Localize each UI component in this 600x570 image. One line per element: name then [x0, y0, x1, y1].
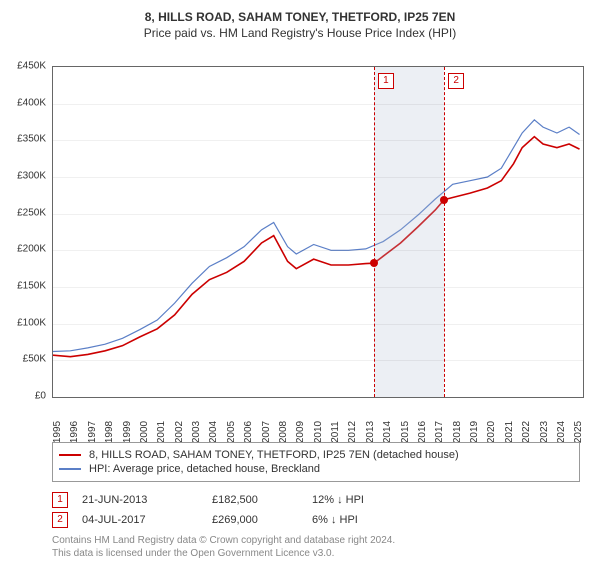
sale-marker-line — [444, 67, 445, 397]
legend-swatch — [59, 454, 81, 456]
legend-swatch — [59, 468, 81, 470]
legend-item: 8, HILLS ROAD, SAHAM TONEY, THETFORD, IP… — [59, 449, 573, 461]
y-tick-label: £400K — [17, 97, 46, 108]
legend-item: HPI: Average price, detached house, Brec… — [59, 463, 573, 475]
x-tick-label: 2008 — [278, 421, 289, 443]
sale-price: £269,000 — [212, 514, 312, 526]
y-axis: £0£50K£100K£150K£200K£250K£300K£350K£400… — [0, 66, 50, 396]
y-tick-label: £450K — [17, 61, 46, 72]
sale-row: 1 21-JUN-2013 £182,500 12% ↓ HPI — [52, 492, 580, 508]
y-tick-label: £50K — [23, 354, 46, 365]
sale-marker-label: 1 — [378, 73, 394, 89]
x-tick-label: 2006 — [243, 421, 254, 443]
y-tick-label: £150K — [17, 281, 46, 292]
chart-plot-area: 12 — [52, 66, 584, 398]
x-tick-label: 2023 — [539, 421, 550, 443]
footnote-line: This data is licensed under the Open Gov… — [52, 547, 580, 560]
x-tick-label: 2007 — [261, 421, 272, 443]
sale-marker-icon: 1 — [52, 492, 68, 508]
chart-title: 8, HILLS ROAD, SAHAM TONEY, THETFORD, IP… — [0, 10, 600, 24]
x-tick-label: 2017 — [434, 421, 445, 443]
series-hpi — [53, 120, 580, 352]
x-tick-label: 2003 — [191, 421, 202, 443]
sale-period-band — [374, 67, 444, 397]
x-tick-label: 2015 — [400, 421, 411, 443]
sale-marker-icon: 2 — [52, 512, 68, 528]
x-tick-label: 2001 — [156, 421, 167, 443]
x-tick-label: 2005 — [226, 421, 237, 443]
sale-price: £182,500 — [212, 494, 312, 506]
x-tick-label: 1995 — [52, 421, 63, 443]
x-tick-label: 2016 — [417, 421, 428, 443]
x-tick-label: 2022 — [521, 421, 532, 443]
x-tick-label: 2024 — [556, 421, 567, 443]
x-tick-label: 2011 — [330, 421, 341, 443]
x-tick-label: 1997 — [87, 421, 98, 443]
x-tick-label: 1998 — [104, 421, 115, 443]
x-tick-label: 2012 — [347, 421, 358, 443]
y-tick-label: £0 — [35, 391, 46, 402]
legend-label: HPI: Average price, detached house, Brec… — [89, 463, 320, 475]
y-tick-label: £300K — [17, 171, 46, 182]
sale-hpi-delta: 6% ↓ HPI — [312, 514, 432, 526]
y-tick-label: £350K — [17, 134, 46, 145]
x-tick-label: 2020 — [486, 421, 497, 443]
sale-row: 2 04-JUL-2017 £269,000 6% ↓ HPI — [52, 512, 580, 528]
x-tick-label: 2000 — [139, 421, 150, 443]
sale-date: 21-JUN-2013 — [82, 494, 212, 506]
sale-dot — [440, 196, 448, 204]
sale-dot — [370, 259, 378, 267]
x-tick-label: 2018 — [452, 421, 463, 443]
sale-date: 04-JUL-2017 — [82, 514, 212, 526]
chart-svg — [53, 67, 583, 397]
sale-marker-label: 2 — [448, 73, 464, 89]
legend-label: 8, HILLS ROAD, SAHAM TONEY, THETFORD, IP… — [89, 449, 459, 461]
y-tick-label: £250K — [17, 207, 46, 218]
legend: 8, HILLS ROAD, SAHAM TONEY, THETFORD, IP… — [52, 442, 580, 482]
x-tick-label: 1999 — [122, 421, 133, 443]
x-tick-label: 2002 — [174, 421, 185, 443]
chart-subtitle: Price paid vs. HM Land Registry's House … — [0, 26, 600, 40]
x-tick-label: 2021 — [504, 421, 515, 443]
footnote: Contains HM Land Registry data © Crown c… — [52, 534, 580, 560]
sales-table: 1 21-JUN-2013 £182,500 12% ↓ HPI 2 04-JU… — [52, 488, 580, 532]
x-tick-label: 2010 — [313, 421, 324, 443]
x-tick-label: 1996 — [69, 421, 80, 443]
sale-marker-line — [374, 67, 375, 397]
x-tick-label: 2025 — [573, 421, 584, 443]
x-tick-label: 2009 — [295, 421, 306, 443]
footnote-line: Contains HM Land Registry data © Crown c… — [52, 534, 580, 547]
x-tick-label: 2019 — [469, 421, 480, 443]
x-tick-label: 2014 — [382, 421, 393, 443]
y-tick-label: £200K — [17, 244, 46, 255]
y-tick-label: £100K — [17, 317, 46, 328]
x-tick-label: 2013 — [365, 421, 376, 443]
x-axis: 1995199619971998199920002001200220032004… — [52, 398, 582, 438]
x-tick-label: 2004 — [208, 421, 219, 443]
sale-hpi-delta: 12% ↓ HPI — [312, 494, 432, 506]
